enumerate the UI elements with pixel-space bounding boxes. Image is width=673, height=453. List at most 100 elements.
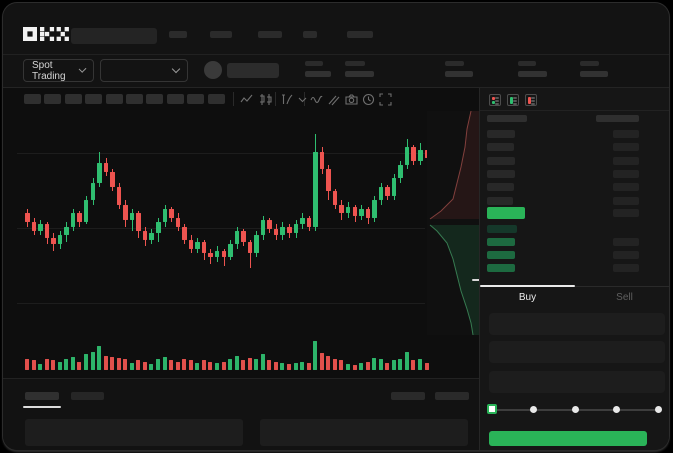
ask-row-price[interactable] (487, 156, 515, 165)
draw-icon[interactable] (327, 93, 340, 106)
stat-value-skeleton (345, 71, 374, 77)
stat-value-skeleton (580, 71, 608, 77)
candle (372, 200, 377, 218)
bid-row-price[interactable] (487, 225, 517, 233)
camera-icon[interactable] (345, 93, 358, 106)
search-input[interactable] (71, 28, 157, 44)
indicators-icon[interactable] (280, 93, 293, 106)
candle (25, 213, 30, 223)
chevron-down-icon[interactable] (296, 93, 309, 106)
timeframe-button[interactable] (64, 94, 82, 104)
price-field[interactable] (489, 313, 665, 335)
candle (208, 253, 213, 258)
ask-row-price[interactable] (487, 196, 513, 205)
history-icon[interactable] (362, 93, 375, 106)
slider-stop-50[interactable] (571, 406, 579, 413)
volume-bar (51, 360, 56, 370)
candle-wick (249, 239, 251, 269)
volume-bar (70, 356, 75, 370)
gridline (17, 303, 425, 304)
stat-value-skeleton (445, 71, 473, 77)
timeframe-button[interactable] (207, 94, 225, 104)
bottom-tab[interactable] (71, 392, 104, 400)
volume-bar (214, 362, 219, 370)
volume-bar (404, 352, 409, 370)
nav-item[interactable] (347, 31, 373, 38)
volume-bar (44, 359, 49, 370)
buy-submit-button[interactable] (489, 431, 647, 446)
timeframe-button[interactable] (105, 94, 123, 104)
slider-stop-75[interactable] (613, 406, 620, 413)
volume-bar (287, 364, 291, 370)
volume-bar (313, 341, 318, 370)
timeframe-button[interactable] (126, 94, 143, 104)
bid-row-amount (613, 238, 639, 246)
tab-buy[interactable]: Buy (518, 291, 537, 303)
candle (398, 165, 403, 179)
book-all-icon[interactable] (489, 94, 501, 106)
candle (149, 233, 154, 240)
timeframe-button[interactable] (24, 94, 41, 104)
ask-row-price[interactable] (487, 143, 514, 152)
market-header: Spot Trading (3, 55, 669, 87)
candle (83, 200, 89, 223)
bottom-action-skeleton[interactable] (435, 392, 469, 400)
slider-stop-25[interactable] (530, 406, 537, 413)
volume-bar (359, 362, 364, 370)
bid-row-price[interactable] (487, 251, 515, 259)
fullscreen-icon[interactable] (379, 93, 392, 106)
volume-bar (103, 355, 108, 370)
chart-toolbar (3, 89, 479, 111)
timeframe-button[interactable] (187, 94, 205, 104)
last-price-bar (487, 207, 525, 219)
slider-handle[interactable] (487, 404, 497, 414)
candle (221, 250, 226, 258)
trend-line-icon[interactable] (240, 93, 253, 106)
app-window: Spot Trading Buy Sell (3, 3, 669, 450)
volume-bar (182, 359, 187, 370)
wave-icon[interactable] (310, 93, 323, 106)
nav-item[interactable] (303, 31, 317, 38)
nav-item[interactable] (169, 31, 187, 38)
bid-row-price[interactable] (487, 264, 515, 272)
bottom-tab[interactable] (25, 392, 59, 400)
bottom-content-block (260, 419, 468, 446)
total-field[interactable] (489, 371, 665, 393)
tab-sell[interactable]: Sell (616, 291, 633, 303)
amount-field[interactable] (489, 341, 665, 363)
market-type-label: Spot Trading (32, 59, 66, 82)
stat-label-skeleton (445, 61, 464, 66)
candle (280, 226, 285, 236)
bid-row-price[interactable] (487, 238, 515, 246)
timeframe-button[interactable] (44, 94, 62, 104)
ask-row-price[interactable] (487, 130, 515, 138)
nav-item[interactable] (210, 31, 232, 38)
timeframe-button[interactable] (85, 94, 103, 104)
market-type-select[interactable]: Spot Trading (23, 59, 94, 82)
toolbar-divider (233, 92, 234, 106)
candle (116, 187, 122, 205)
candle (300, 217, 305, 225)
toolbar-divider (275, 92, 276, 106)
bottom-action-skeleton[interactable] (391, 392, 425, 400)
candle (142, 231, 148, 240)
top-bar (3, 3, 669, 54)
okx-logo (23, 27, 69, 41)
ask-row-price[interactable] (487, 183, 514, 192)
bid-row-amount (613, 264, 639, 272)
volume-bar (83, 354, 88, 370)
candle (97, 162, 102, 183)
pair-select[interactable] (100, 59, 188, 82)
book-asks-icon[interactable] (525, 94, 537, 106)
slider-stop-100[interactable] (654, 406, 662, 413)
nav-item[interactable] (258, 31, 282, 38)
candle-style-icon[interactable] (259, 93, 272, 106)
candle (247, 242, 253, 253)
last-price-marker (472, 279, 481, 281)
candle (188, 239, 194, 249)
ask-row-price[interactable] (487, 169, 515, 178)
book-bids-icon[interactable] (507, 94, 519, 106)
timeframe-button[interactable] (146, 94, 164, 104)
timeframe-button[interactable] (166, 94, 184, 104)
volume-bar (188, 360, 193, 370)
